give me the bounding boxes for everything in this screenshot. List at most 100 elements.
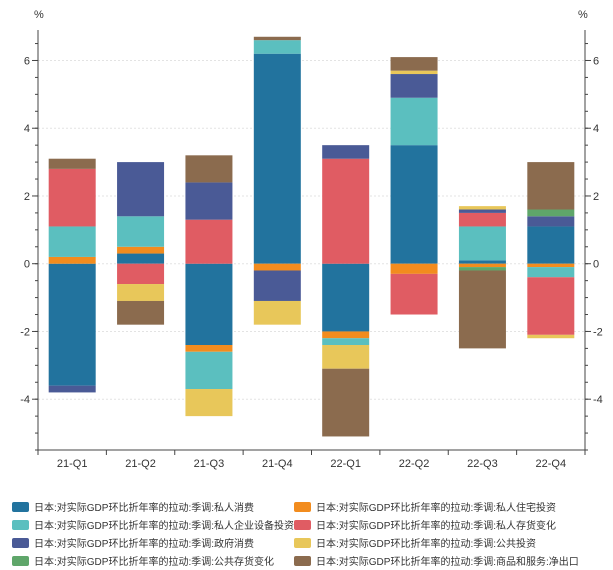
bar-segment-22-Q3-series-4 xyxy=(458,212,506,227)
bar-segment-21-Q1-series-3 xyxy=(48,226,96,257)
bar-segment-22-Q3-series-5 xyxy=(458,209,506,213)
legend-swatch xyxy=(294,501,311,512)
bar-segment-21-Q4-series-2 xyxy=(253,263,301,271)
bar-segment-21-Q1-series-2 xyxy=(48,256,96,264)
bar-segment-21-Q2-series-5 xyxy=(117,162,165,217)
bar-segment-22-Q4-series-3 xyxy=(527,267,575,278)
legend-item[interactable]: 日本:对实际GDP环比折年率的拉动:季调:私人企业设备投资 xyxy=(12,517,294,532)
legend-swatch xyxy=(12,519,29,530)
x-axis-labels: 21-Q1 21-Q2 21-Q3 21-Q4 22-Q1 22-Q2 22-Q3 22-Q4 xyxy=(37,450,586,470)
bar-segment-22-Q2-series-6 xyxy=(390,70,438,75)
legend-item[interactable]: 日本:对实际GDP环比折年率的拉动:季调:政府消费 xyxy=(12,535,254,550)
y-tick-label-left: 6 xyxy=(24,55,30,67)
y-tick-label-left: 4 xyxy=(24,123,30,135)
bar-segment-21-Q3-series-4 xyxy=(185,219,233,264)
bar-segment-22-Q4-series-2 xyxy=(527,263,575,268)
bar-segment-22-Q3-series-7 xyxy=(458,267,506,271)
bar-segment-21-Q4-series-3 xyxy=(253,40,301,54)
legend-item[interactable]: 日本:对实际GDP环比折年率的拉动:季调:私人存货变化 xyxy=(294,517,556,532)
legend-label: 日本:对实际GDP环比折年率的拉动:季调:商品和服务:净出口 xyxy=(316,557,579,568)
bar-segment-21-Q4-series-5 xyxy=(253,270,301,301)
x-tick-label: 22-Q2 xyxy=(399,458,430,470)
bar-segment-21-Q3-series-2 xyxy=(185,345,233,352)
legend-swatch xyxy=(294,537,311,548)
bar-segment-21-Q4-series-6 xyxy=(253,300,301,325)
y-tick-label-left: -2 xyxy=(20,326,30,338)
bar-segment-22-Q4-series-6 xyxy=(527,334,575,339)
bar-segment-22-Q2-series-3 xyxy=(390,97,438,146)
bar-segment-22-Q4-series-4 xyxy=(527,277,575,335)
y-tick-label-left: -4 xyxy=(20,394,30,406)
y-tick-label-right: 6 xyxy=(593,55,599,67)
bar-segment-22-Q2-series-5 xyxy=(390,74,438,98)
bar-segment-21-Q1-series-4 xyxy=(48,168,96,227)
bar-segment-21-Q3-series-5 xyxy=(185,182,233,220)
x-tick-label: 21-Q3 xyxy=(194,458,225,470)
bar-segment-21-Q2-series-1 xyxy=(117,253,165,264)
bar-segment-21-Q3-series-3 xyxy=(185,351,233,390)
stacked-bar-chart: % % -4 -4-2 -20 02 24 46 6 21-Q1 21-Q2 21-Q3 21-Q… xyxy=(20,9,603,470)
bar-segment-22-Q4-series-1 xyxy=(527,226,575,264)
bar-segment-22-Q1-series-5 xyxy=(322,145,370,159)
legend-swatch xyxy=(12,501,29,512)
y-axis-unit-left: % xyxy=(34,9,44,21)
y-tick-label-right: 2 xyxy=(593,191,599,203)
legend-label: 日本:对实际GDP环比折年率的拉动:季调:公共投资 xyxy=(316,539,537,550)
x-tick-label: 21-Q4 xyxy=(262,458,293,470)
legend-item[interactable]: 日本:对实际GDP环比折年率的拉动:季调:公共存货变化 xyxy=(12,553,274,568)
legend-item[interactable]: 日本:对实际GDP环比折年率的拉动:季调:公共投资 xyxy=(294,535,536,550)
bar-segment-22-Q3-series-1 xyxy=(458,260,506,264)
bar-segment-21-Q3-series-1 xyxy=(185,263,233,345)
bar-segment-21-Q4-series-8 xyxy=(253,36,301,41)
bar-segment-21-Q1-series-8 xyxy=(48,158,96,169)
bar-segment-22-Q2-series-4 xyxy=(390,273,438,315)
x-tick-label: 22-Q1 xyxy=(330,458,361,470)
legend-label: 日本:对实际GDP环比折年率的拉动:季调:公共存货变化 xyxy=(34,557,275,568)
bar-segment-21-Q4-series-1 xyxy=(253,53,301,264)
bar-segment-22-Q2-series-8 xyxy=(390,57,438,71)
y-tick-label-left: 2 xyxy=(24,191,30,203)
bar-segment-22-Q1-series-3 xyxy=(322,338,370,345)
bar-segment-22-Q2-series-2 xyxy=(390,263,438,274)
legend-label: 日本:对实际GDP环比折年率的拉动:季调:私人住宅投资 xyxy=(316,503,557,514)
bar-stacks xyxy=(48,36,575,437)
bar-segment-21-Q1-series-1 xyxy=(48,263,96,386)
bar-segment-21-Q2-series-3 xyxy=(117,216,165,247)
x-tick-label: 22-Q4 xyxy=(536,458,567,470)
bar-segment-22-Q2-series-1 xyxy=(390,145,438,264)
bar-segment-22-Q3-series-8 xyxy=(458,270,506,349)
bar-segment-22-Q1-series-6 xyxy=(322,345,370,369)
bar-segment-22-Q3-series-3 xyxy=(458,226,506,261)
legend-item[interactable]: 日本:对实际GDP环比折年率的拉动:季调:私人消费 xyxy=(12,499,254,514)
y-tick-label-right: 0 xyxy=(593,259,599,271)
legend-label: 日本:对实际GDP环比折年率的拉动:季调:私人企业设备投资 xyxy=(34,521,295,532)
y-tick-label-left: 0 xyxy=(24,259,30,271)
legend-label: 日本:对实际GDP环比折年率的拉动:季调:私人存货变化 xyxy=(316,521,557,532)
y-tick-label-right: -2 xyxy=(593,326,603,338)
bar-segment-21-Q2-series-2 xyxy=(117,246,165,254)
bar-segment-22-Q1-series-2 xyxy=(322,331,370,339)
legend-item[interactable]: 日本:对实际GDP环比折年率的拉动:季调:商品和服务:净出口 xyxy=(294,553,579,568)
bar-segment-21-Q3-series-8 xyxy=(185,155,233,183)
bar-segment-21-Q1-series-5 xyxy=(48,385,96,393)
bar-segment-22-Q4-series-7 xyxy=(527,209,575,217)
x-tick-label: 21-Q1 xyxy=(57,458,88,470)
legend-item[interactable]: 日本:对实际GDP环比折年率的拉动:季调:私人住宅投资 xyxy=(294,499,556,514)
grid-lines xyxy=(38,59,585,400)
legend-swatch xyxy=(294,519,311,530)
bar-segment-22-Q4-series-5 xyxy=(527,216,575,227)
bar-segment-21-Q2-series-4 xyxy=(117,263,165,285)
bar-segment-22-Q1-series-1 xyxy=(322,263,370,332)
bar-segment-22-Q1-series-8 xyxy=(322,368,370,437)
bar-segment-22-Q1-series-4 xyxy=(322,158,370,264)
legend-swatch xyxy=(12,555,29,566)
y-axis-unit-right: % xyxy=(578,9,588,21)
bar-segment-22-Q4-series-8 xyxy=(527,162,575,210)
legend-label: 日本:对实际GDP环比折年率的拉动:季调:私人消费 xyxy=(34,503,255,514)
bar-segment-21-Q2-series-6 xyxy=(117,284,165,301)
x-tick-label: 22-Q3 xyxy=(467,458,498,470)
x-tick-label: 21-Q2 xyxy=(125,458,156,470)
y-tick-label-right: -4 xyxy=(593,394,603,406)
bar-segment-21-Q2-series-8 xyxy=(117,300,165,325)
